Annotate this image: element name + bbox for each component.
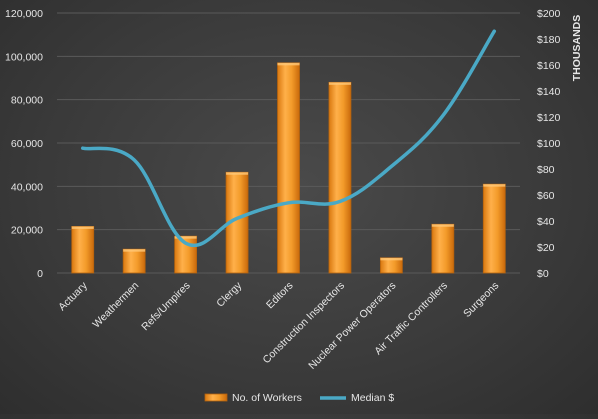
bar-series [71, 62, 506, 274]
right-axis-tick-label: $20 [537, 242, 555, 254]
right-axis-tick-label: $40 [537, 216, 555, 228]
right-axis-tick-label: $60 [537, 190, 555, 202]
left-axis-tick-label: 60,000 [11, 138, 43, 150]
bar [328, 81, 352, 274]
legend-bar-label: No. of Workers [232, 392, 302, 404]
x-axis-tick-label: Weathermen [90, 280, 141, 331]
right-axis-tick-label: $0 [537, 268, 549, 280]
right-axis-tick-label: $80 [537, 164, 555, 176]
left-axis-tick-label: 0 [37, 268, 43, 280]
bar [431, 223, 455, 274]
x-axis-tick-label: Refs/Umpires [139, 280, 192, 333]
bar-cap [226, 172, 249, 175]
bar-cap [380, 257, 403, 261]
left-axis-tick-label: 20,000 [11, 225, 43, 237]
bar [482, 183, 506, 274]
bar-cap [123, 249, 146, 252]
left-axis-tick-label: 100,000 [5, 51, 43, 63]
median-line [80, 29, 497, 248]
right-axis-tick-label: $140 [537, 86, 561, 98]
bar [277, 62, 300, 274]
right-axis-tick-label: $100 [537, 138, 561, 150]
bar-cap [174, 236, 197, 239]
bar-cap [483, 184, 506, 187]
bar-cap [277, 62, 300, 66]
bar [122, 248, 146, 274]
right-axis-tick-label: $180 [537, 34, 561, 46]
right-axis-tick-label: $160 [537, 60, 561, 72]
left-axis-tick-label: 40,000 [11, 181, 43, 193]
line-series [80, 29, 497, 248]
bar-cap [71, 226, 94, 229]
left-axis: 0 20,000 40,000 60,000 80,000 100,000 120,000 [5, 8, 43, 280]
legend: No. of Workers Median $ [204, 392, 394, 404]
bar-cap [328, 82, 351, 85]
x-axis-tick-label: Nuclear Power Operators [306, 280, 398, 372]
right-axis-tick-label: $120 [537, 112, 561, 124]
right-axis-tick-label: $200 [537, 8, 561, 20]
right-axis: $0 $20 $40 $60 $80 $100 $120 $140 $160 $180 $200 [537, 8, 561, 280]
x-axis-tick-label: Actuary [56, 279, 90, 313]
legend-line-label: Median $ [351, 392, 394, 404]
left-axis-tick-label: 80,000 [11, 95, 43, 107]
x-axis-tick-label: Surgeons [461, 280, 501, 320]
x-axis-tick-label: Editors [264, 280, 296, 312]
left-axis-tick-label: 120,000 [5, 8, 43, 20]
legend-bar-swatch [204, 393, 228, 402]
bar [71, 226, 95, 274]
x-axis-tick-label: Clergy [214, 279, 244, 309]
bar-cap [431, 224, 454, 227]
right-axis-title: THOUSANDS [571, 15, 583, 82]
